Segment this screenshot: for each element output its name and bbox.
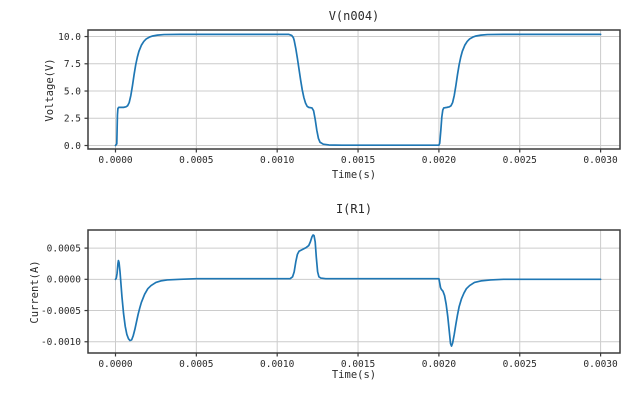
- x-tick-label: 0.0025: [503, 155, 537, 166]
- y-tick-label: 0.0: [64, 141, 81, 152]
- x-tick-label: 0.0015: [341, 359, 375, 370]
- current-chart-yaxis-label: Current(A): [29, 260, 41, 324]
- y-tick-label: 2.5: [64, 114, 81, 125]
- tick-marks: [84, 35, 602, 153]
- tick-marks: [84, 247, 602, 357]
- grid-lines: [88, 30, 620, 149]
- x-tick-label: 0.0020: [422, 359, 457, 370]
- y-tick-label: -0.0005: [41, 306, 81, 317]
- voltage-chart-title: V(n004): [328, 9, 380, 23]
- current-chart-xaxis-label: Time(s): [331, 369, 377, 381]
- axes-frame: [87, 229, 621, 354]
- x-tick-label: 0.0000: [98, 155, 133, 166]
- x-tick-label: 0.0025: [503, 359, 537, 370]
- x-tick-label: 0.0010: [260, 359, 295, 370]
- y-tick-label: 0.0000: [47, 275, 82, 286]
- y-tick-label: 7.5: [64, 59, 81, 70]
- axes-frame: [87, 29, 621, 150]
- x-tick-label: 0.0020: [422, 155, 457, 166]
- y-tick-label: -0.0010: [41, 337, 81, 348]
- y-tick-label: 0.0005: [47, 244, 81, 255]
- y-tick-label: 10.0: [58, 32, 81, 43]
- current-chart-title: I(R1): [335, 202, 373, 216]
- tick-labels: 0.0000 0.0005 0.0010 0.0015 0.0020 0.0025 0.00…: [58, 32, 618, 166]
- x-tick-label: 0.0000: [98, 359, 133, 370]
- x-tick-label: 0.0005: [179, 155, 213, 166]
- voltage-chart-yaxis-label: Voltage(V): [44, 58, 56, 122]
- grid-lines: [88, 230, 620, 353]
- y-tick-label: 5.0: [64, 86, 81, 97]
- x-tick-label: 0.0030: [583, 155, 618, 166]
- voltage-chart-xaxis-label: Time(s): [331, 169, 377, 181]
- x-tick-label: 0.0030: [583, 359, 618, 370]
- tick-labels: 0.0000 0.0005 0.0010 0.0015 0.0020 0.0025 0.00…: [41, 244, 618, 370]
- x-tick-label: 0.0015: [341, 155, 375, 166]
- x-tick-label: 0.0005: [179, 359, 213, 370]
- series-line: [114, 234, 602, 347]
- series-line: [114, 33, 602, 147]
- x-tick-label: 0.0010: [260, 155, 295, 166]
